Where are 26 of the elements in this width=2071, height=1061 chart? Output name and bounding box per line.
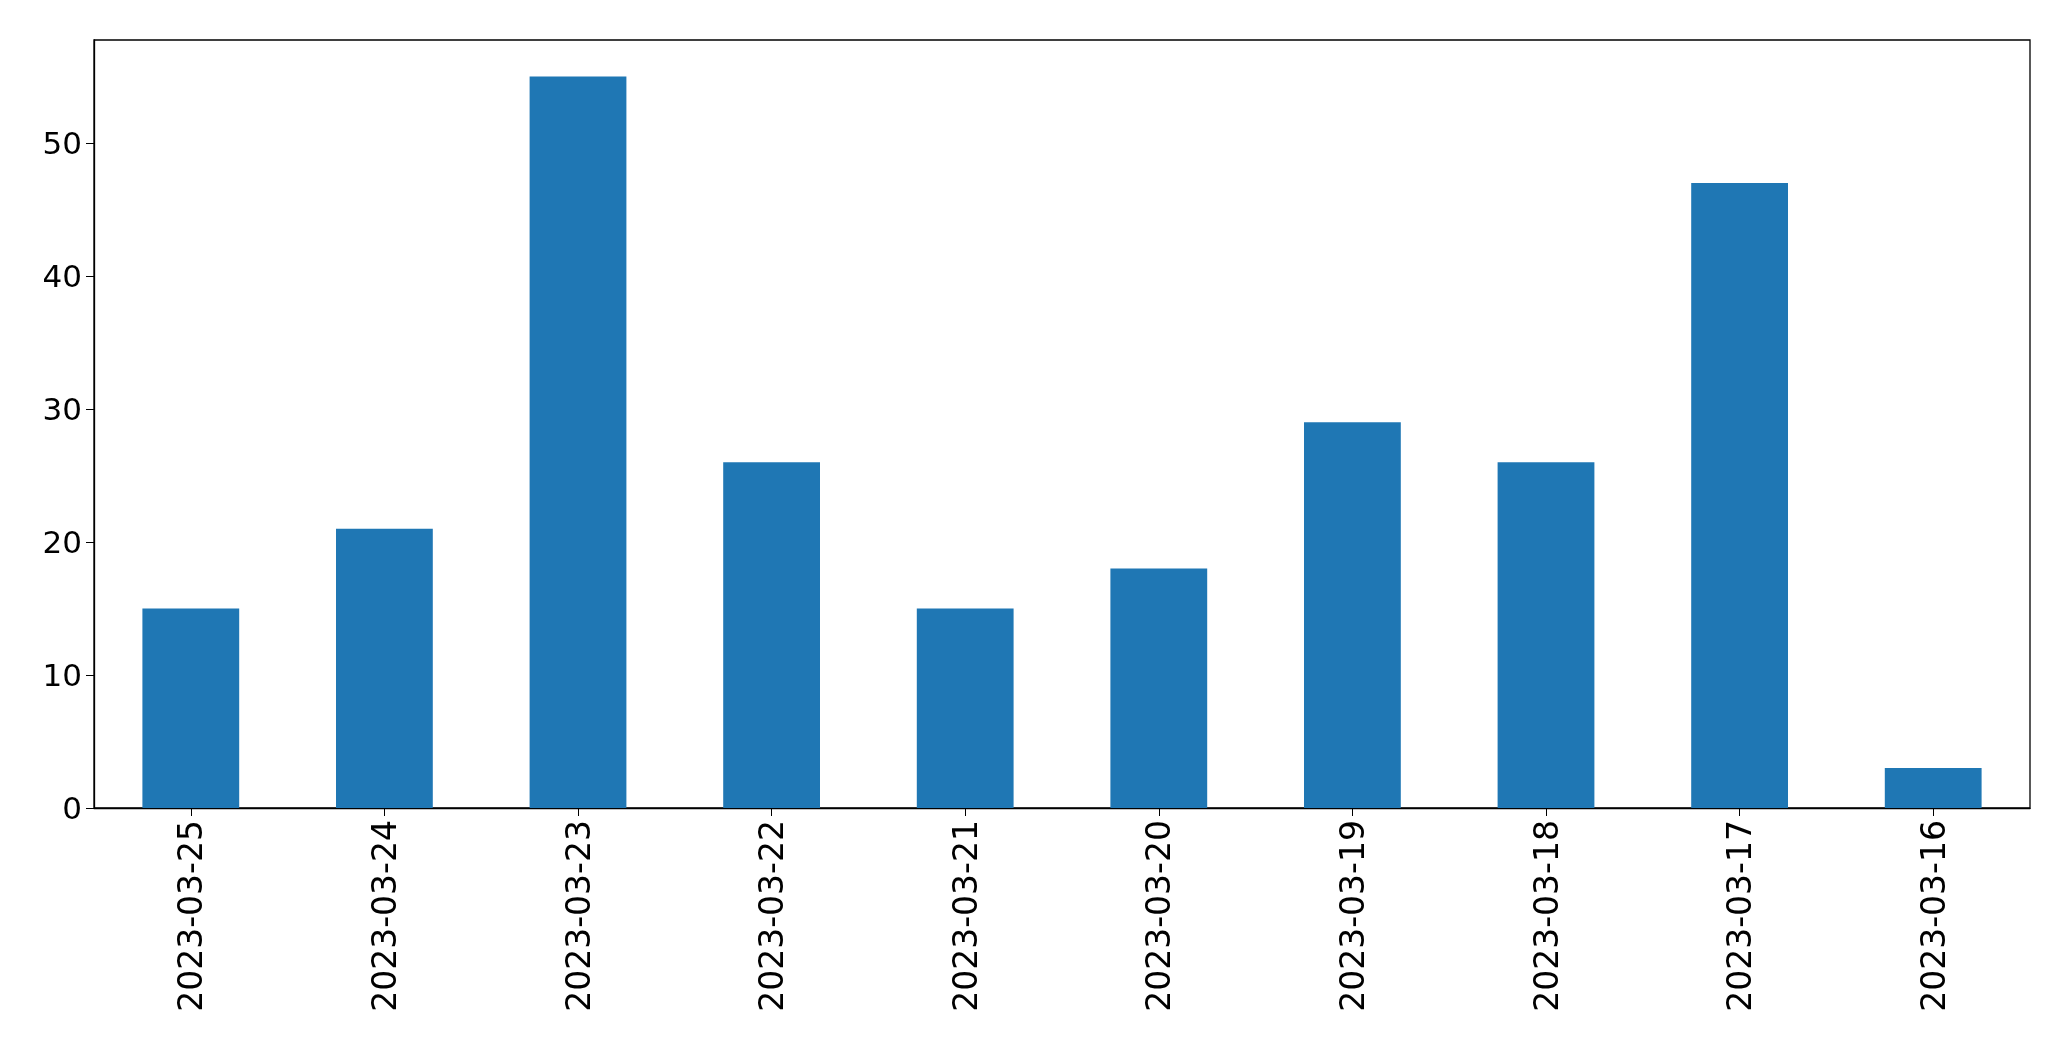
bar [336, 528, 433, 808]
bar [142, 608, 240, 808]
x-tick-label: 2023-03-20 [1139, 820, 1179, 1012]
bar [1110, 568, 1208, 808]
y-tick-label: 30 [42, 391, 82, 428]
bar [1304, 422, 1401, 808]
x-tick-label: 2023-03-23 [558, 820, 598, 1012]
y-tick-label: 40 [42, 258, 82, 295]
x-tick-label: 2023-03-19 [1332, 820, 1372, 1012]
bar [916, 608, 1014, 808]
x-tick-label: 2023-03-16 [1913, 820, 1953, 1012]
bar [723, 462, 820, 808]
x-tick-label: 2023-03-17 [1720, 820, 1760, 1012]
x-tick-label: 2023-03-18 [1526, 820, 1566, 1012]
x-tick-label: 2023-03-25 [171, 820, 211, 1012]
bar [1884, 768, 1982, 808]
x-tick-label: 2023-03-24 [364, 820, 404, 1012]
y-tick-label: 20 [42, 524, 82, 561]
bar [1691, 182, 1788, 808]
bar [529, 76, 627, 808]
x-tick-label: 2023-03-21 [945, 820, 985, 1012]
y-tick-label: 50 [42, 125, 82, 162]
bar [1497, 462, 1595, 808]
x-tick-label: 2023-03-22 [752, 820, 792, 1012]
y-tick-label: 10 [42, 657, 82, 694]
y-tick-label: 0 [62, 790, 82, 826]
